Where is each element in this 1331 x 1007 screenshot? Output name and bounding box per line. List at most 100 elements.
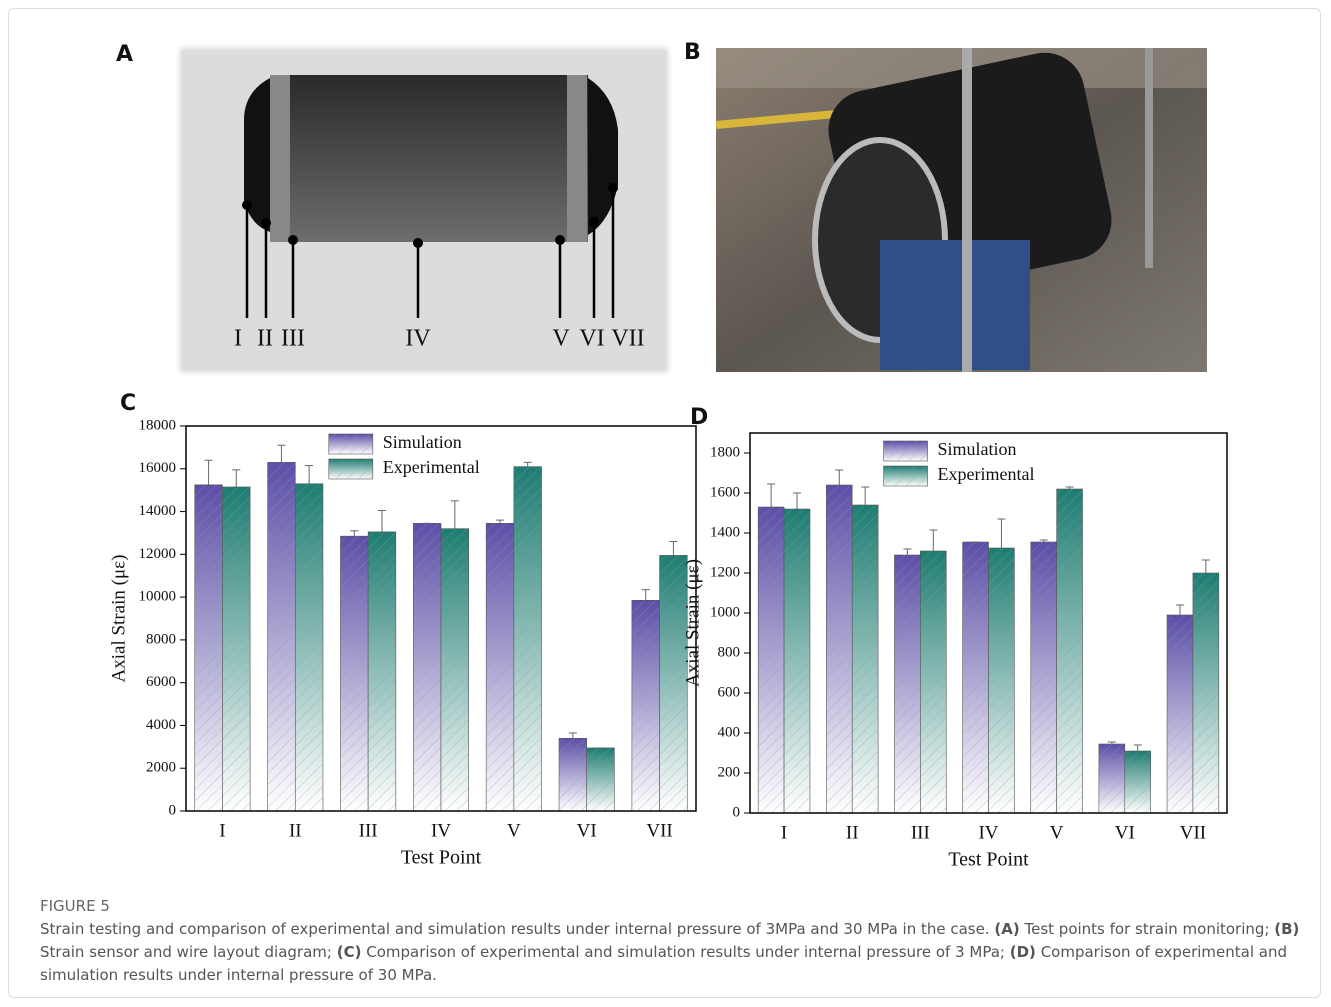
error-bar bbox=[767, 483, 776, 507]
panel-label: B bbox=[684, 40, 701, 65]
y-tick-label: 8000 bbox=[146, 631, 176, 647]
ring bbox=[567, 75, 587, 242]
error-bar bbox=[450, 500, 459, 529]
plot-frame bbox=[185, 425, 697, 812]
error-bar bbox=[350, 530, 359, 537]
y-tick-label: 1000 bbox=[710, 604, 740, 620]
error-bar bbox=[835, 469, 844, 485]
y-tick-label: 1600 bbox=[710, 484, 740, 500]
test-point bbox=[413, 238, 423, 248]
caption-item: Comparison of experimental and simulatio… bbox=[40, 943, 1288, 984]
error-bar bbox=[929, 529, 938, 551]
x-tick-label: III bbox=[911, 822, 930, 843]
x-tick-label: II bbox=[846, 822, 859, 843]
point-label: VI bbox=[579, 326, 604, 352]
bar-hatch bbox=[826, 485, 853, 813]
bar-hatch bbox=[295, 483, 323, 811]
legend-hatch bbox=[328, 459, 373, 479]
x-tick-label: V bbox=[507, 820, 521, 841]
cylinder bbox=[270, 75, 588, 242]
bar-hatch bbox=[486, 523, 514, 811]
error-bar bbox=[568, 732, 577, 739]
bar-hatch bbox=[1192, 573, 1219, 813]
error-bar bbox=[903, 548, 912, 555]
y-tick-label: 0 bbox=[169, 802, 177, 818]
x-tick-label: II bbox=[289, 820, 302, 841]
error-bar bbox=[377, 509, 386, 532]
x-axis-label: Test Point bbox=[401, 847, 482, 869]
x-tick-label: IV bbox=[978, 822, 998, 843]
bar-hatch bbox=[368, 531, 396, 811]
caption-item: Comparison of experimental and simulatio… bbox=[366, 943, 1005, 961]
point-label: I bbox=[234, 326, 242, 352]
x-tick-label: V bbox=[1050, 822, 1064, 843]
x-tick-label: IV bbox=[431, 820, 451, 841]
point-label: V bbox=[552, 326, 570, 352]
legend-label: Experimental bbox=[938, 464, 1035, 484]
bar-hatch bbox=[1056, 489, 1083, 813]
bar-hatch bbox=[1124, 751, 1151, 813]
y-axis-label: Axial Strain (με) bbox=[108, 555, 129, 683]
test-point bbox=[288, 235, 298, 245]
error-bar bbox=[793, 492, 802, 509]
x-tick-label: VI bbox=[577, 820, 597, 841]
y-tick-label: 1400 bbox=[710, 524, 740, 540]
error-bar bbox=[1065, 486, 1074, 489]
error-bar bbox=[204, 459, 213, 485]
caption-item: Test points for strain monitoring; bbox=[1024, 920, 1270, 938]
error-bar bbox=[1175, 604, 1184, 615]
bar-hatch bbox=[1167, 615, 1193, 813]
caption-item: Strain sensor and wire layout diagram; bbox=[40, 943, 332, 961]
bar-hatch bbox=[413, 523, 441, 811]
y-tick-label: 6000 bbox=[146, 674, 176, 690]
error-bar bbox=[1039, 539, 1048, 542]
legend-label: Simulation bbox=[938, 439, 1017, 459]
y-tick-label: 1200 bbox=[710, 564, 740, 580]
bar-hatch bbox=[631, 600, 660, 811]
legend-hatch bbox=[883, 466, 928, 486]
x-tick-label: I bbox=[219, 820, 225, 841]
panel-label: D bbox=[690, 405, 708, 430]
bar-hatch bbox=[784, 509, 810, 813]
photo-pole bbox=[962, 48, 972, 372]
x-tick-label: III bbox=[359, 820, 378, 841]
x-tick-label: I bbox=[781, 822, 787, 843]
bar-hatch bbox=[194, 484, 223, 811]
y-tick-label: 12000 bbox=[139, 546, 177, 562]
bar-hatch bbox=[513, 466, 542, 811]
point-label: VII bbox=[611, 326, 644, 352]
bar-hatch bbox=[758, 507, 785, 813]
caption-tag: (C) bbox=[336, 943, 362, 961]
y-tick-label: 0 bbox=[733, 804, 741, 820]
y-tick-label: 16000 bbox=[139, 460, 177, 476]
error-bar bbox=[641, 589, 650, 601]
ring bbox=[270, 75, 290, 242]
bar-hatch bbox=[1030, 542, 1057, 813]
bar-hatch bbox=[962, 542, 989, 813]
point-label: IV bbox=[405, 326, 431, 352]
test-point bbox=[589, 217, 599, 227]
legend-label: Simulation bbox=[383, 432, 462, 452]
point-label: II bbox=[257, 326, 273, 352]
y-tick-label: 200 bbox=[718, 764, 741, 780]
x-axis-label: Test Point bbox=[948, 849, 1029, 871]
test-point bbox=[555, 235, 565, 245]
error-bar bbox=[997, 518, 1006, 548]
photo-stand bbox=[880, 240, 1030, 370]
y-tick-label: 1800 bbox=[710, 444, 740, 460]
bar-hatch bbox=[920, 551, 947, 813]
bar-hatch bbox=[659, 555, 688, 811]
bar-hatch bbox=[1098, 744, 1125, 813]
photo-pole bbox=[1145, 48, 1153, 268]
y-tick-label: 2000 bbox=[146, 760, 176, 776]
y-tick-label: 18000 bbox=[139, 417, 177, 433]
caption-text: Strain testing and comparison of experim… bbox=[40, 918, 1302, 987]
point-label: III bbox=[281, 326, 305, 352]
caption-tag: (D) bbox=[1009, 943, 1036, 961]
bar-hatch bbox=[222, 486, 251, 811]
error-bar bbox=[496, 519, 505, 524]
bar-hatch bbox=[559, 738, 587, 811]
y-tick-label: 4000 bbox=[146, 717, 176, 733]
bar-hatch bbox=[441, 528, 469, 811]
